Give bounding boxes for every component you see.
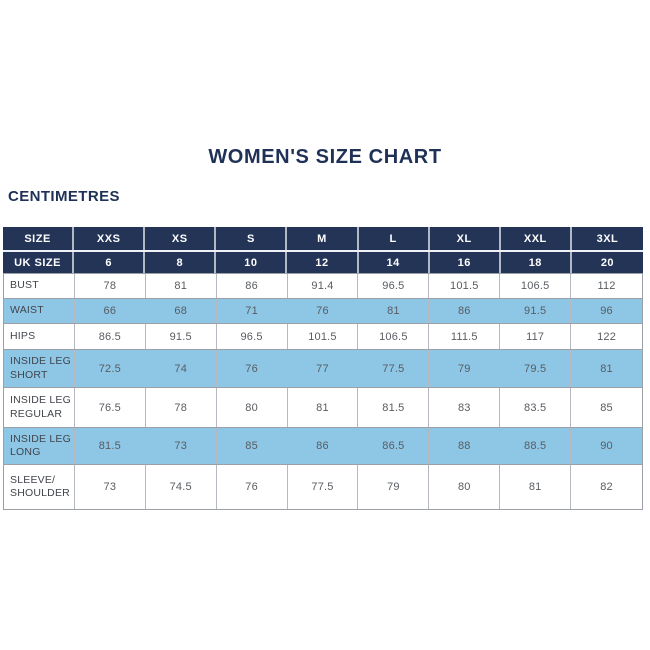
size-value: 91.4 [288, 274, 359, 298]
uk-size-value: 16 [430, 252, 501, 273]
size-value: 71 [217, 299, 288, 323]
size-value: 81 [500, 465, 572, 509]
size-value: 91.5 [500, 299, 572, 323]
size-col-header: 3XL [596, 232, 619, 245]
size-value: 83.5 [500, 388, 572, 427]
measurement-row: INSIDE LEG REGULAR 76.5 78 80 81 81.5 83 83.5 85 [4, 388, 642, 428]
size-col-header: S [216, 227, 288, 250]
size-header-row: SIZE XXS XS S M L XL XXL 3XL [3, 227, 643, 252]
measurement-row: BUST 78 81 86 91.4 96.5 101.5 106.5 112 [4, 274, 642, 299]
row-label: HIPS [4, 324, 75, 349]
uk-size-value: 10 [216, 252, 288, 273]
size-value: 96.5 [358, 274, 430, 298]
size-value: 86 [429, 299, 501, 323]
size-value: 86.5 [75, 324, 146, 349]
uk-size-value: 12 [287, 252, 359, 273]
size-value: 91.5 [146, 324, 217, 349]
size-value: 76 [288, 299, 359, 323]
size-value: 88 [429, 428, 501, 464]
size-value: 86.5 [358, 428, 430, 464]
size-value: 101.5 [429, 274, 501, 298]
measurement-row: HIPS 86.5 91.5 96.5 101.5 106.5 111.5 117 122 [4, 324, 642, 350]
size-chart-table: SIZE XXS XS S M L XL XXL 3XL UK SIZE 6 8 10 12 14 16 18 2… [3, 227, 643, 510]
size-value: 101.5 [288, 324, 359, 349]
row-label: SLEEVE/ SHOULDER [4, 465, 75, 509]
row-label: WAIST [4, 299, 75, 323]
uk-size-value: 18 [501, 252, 572, 273]
size-value: 74 [146, 350, 217, 387]
size-value: 81 [358, 299, 430, 323]
size-value: 81 [146, 274, 217, 298]
size-value: 106.5 [500, 274, 572, 298]
size-chart-body: BUST 78 81 86 91.4 96.5 101.5 106.5 112 WAIST 66 68… [3, 273, 643, 510]
size-value: 81 [288, 388, 359, 427]
size-value: 76.5 [75, 388, 146, 427]
size-value: 86 [217, 274, 288, 298]
uk-size-value: 8 [145, 252, 217, 273]
size-value: 96 [600, 305, 613, 317]
size-value: 80 [429, 465, 501, 509]
row-label: INSIDE LEG REGULAR [4, 388, 75, 427]
size-value: 81.5 [358, 388, 430, 427]
uk-size-value: 6 [74, 252, 146, 273]
measurement-row: SLEEVE/ SHOULDER 73 74.5 76 77.5 79 80 81 82 [4, 465, 642, 509]
size-value: 68 [146, 299, 217, 323]
measurement-row: INSIDE LEG SHORT 72.5 74 76 77 77.5 79 79.5 81 [4, 350, 642, 388]
size-col-header: M [287, 227, 359, 250]
size-value: 112 [597, 280, 616, 292]
size-value: 117 [500, 324, 572, 349]
size-value: 79 [358, 465, 430, 509]
size-value: 83 [429, 388, 501, 427]
size-header-label: SIZE [3, 227, 75, 250]
size-value: 85 [600, 401, 613, 414]
page-title: WOMEN'S SIZE CHART [208, 146, 442, 168]
size-value: 77 [288, 350, 359, 387]
uk-size-label: UK SIZE [3, 252, 75, 273]
size-value: 76 [217, 465, 288, 509]
size-value: 76 [217, 350, 288, 387]
size-value: 86 [288, 428, 359, 464]
size-value: 88.5 [500, 428, 572, 464]
uk-size-row: UK SIZE 6 8 10 12 14 16 18 20 [3, 252, 643, 273]
size-value: 81.5 [75, 428, 146, 464]
size-value: 77.5 [288, 465, 359, 509]
size-value: 74.5 [146, 465, 217, 509]
size-value: 72.5 [75, 350, 146, 387]
row-label: BUST [4, 274, 75, 298]
uk-size-value: 20 [600, 256, 615, 269]
size-value: 82 [600, 481, 613, 493]
row-label: INSIDE LEG SHORT [4, 350, 75, 387]
measurement-row: INSIDE LEG LONG 81.5 73 85 86 86.5 88 88.5 90 [4, 428, 642, 465]
size-value: 111.5 [429, 324, 501, 349]
size-value: 66 [75, 299, 146, 323]
measurement-row: WAIST 66 68 71 76 81 86 91.5 96 [4, 299, 642, 324]
size-value: 81 [600, 362, 613, 375]
size-value: 73 [75, 465, 146, 509]
size-col-header: XL [430, 227, 501, 250]
size-value: 106.5 [358, 324, 430, 349]
row-label: INSIDE LEG LONG [4, 428, 75, 464]
unit-label: CENTIMETRES [8, 188, 120, 205]
size-col-header: XS [145, 227, 217, 250]
size-col-header: XXL [501, 227, 572, 250]
size-value: 90 [600, 440, 613, 452]
size-value: 77.5 [358, 350, 430, 387]
size-chart-header: SIZE XXS XS S M L XL XXL 3XL UK SIZE 6 8 10 12 14 16 18 2… [3, 227, 643, 273]
size-value: 79.5 [500, 350, 572, 387]
size-value: 96.5 [217, 324, 288, 349]
size-value: 78 [75, 274, 146, 298]
size-value: 73 [146, 428, 217, 464]
size-value: 85 [217, 428, 288, 464]
size-col-header: XXS [74, 227, 146, 250]
size-col-header: L [359, 227, 430, 250]
size-value: 80 [217, 388, 288, 427]
size-value: 79 [429, 350, 501, 387]
uk-size-value: 14 [359, 252, 430, 273]
size-value: 122 [597, 330, 617, 343]
size-value: 78 [146, 388, 217, 427]
